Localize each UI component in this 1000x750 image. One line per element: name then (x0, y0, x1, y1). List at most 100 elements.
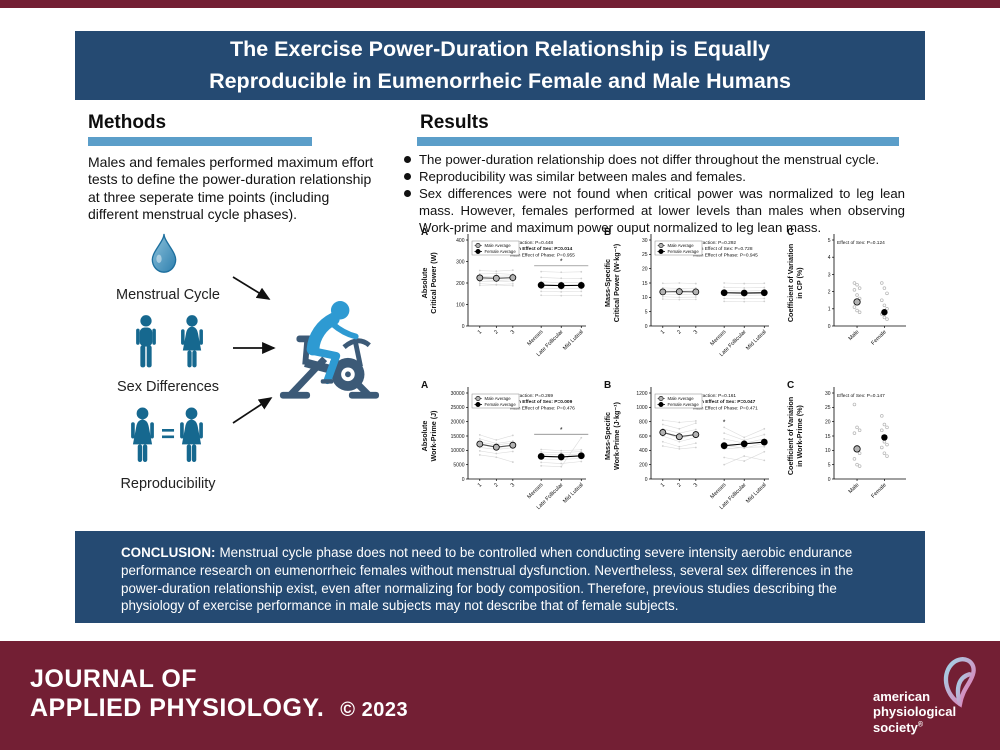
svg-text:Effect of Sex: P=0.147: Effect of Sex: P=0.147 (837, 393, 885, 399)
svg-text:0: 0 (828, 324, 831, 330)
results-bullet-3: Sex differences were not found when crit… (403, 186, 905, 237)
conclusion-label: CONCLUSION: (121, 545, 216, 560)
arrow-icons (232, 276, 276, 424)
svg-text:Female Average: Female Average (668, 402, 700, 407)
bullet-icon (404, 172, 411, 180)
exercise-bike-rider-icon (279, 301, 380, 399)
svg-text:Male Average: Male Average (668, 396, 695, 401)
svg-text:Coefficient of Variation: Coefficient of Variation (786, 244, 795, 322)
chart-cv-critical-power: C Coefficient of Variation in CP (%) 0 1 2 3 4 5… (784, 224, 930, 377)
menstrual-cycle-label: Menstrual Cycle (116, 287, 220, 303)
svg-text:in CP (%): in CP (%) (795, 267, 804, 299)
svg-text:Absolute: Absolute (420, 268, 429, 299)
journal-line-2: APPLIED PHYSIOLOGY. © 2023 (30, 694, 409, 722)
svg-text:30000: 30000 (451, 391, 465, 397)
svg-text:Absolute: Absolute (420, 421, 429, 452)
title-line-2: Reproducible in Eumenorrheic Female and … (209, 68, 791, 93)
svg-text:5: 5 (828, 463, 831, 469)
svg-text:3: 3 (693, 329, 699, 335)
svg-text:Critical Power (W): Critical Power (W) (429, 252, 438, 314)
svg-text:Critical Power (W·kg⁻¹): Critical Power (W·kg⁻¹) (612, 243, 621, 322)
water-drop-icon (151, 233, 177, 273)
svg-text:400: 400 (639, 448, 648, 454)
svg-text:2: 2 (493, 482, 499, 488)
svg-text:Mid Luteal: Mid Luteal (745, 482, 767, 504)
svg-text:Male Average: Male Average (485, 396, 512, 401)
svg-text:Menses: Menses (526, 482, 544, 500)
svg-text:Female: Female (870, 482, 887, 499)
svg-text:1: 1 (477, 329, 483, 335)
aps-ribbon-icon (943, 657, 976, 708)
results-bullet-1: The power-duration relationship does not… (403, 152, 905, 169)
methods-paragraph: Males and females performed maximum effo… (88, 154, 374, 223)
svg-text:Main Effect of Sex: P=0.014: Main Effect of Sex: P=0.014 (510, 246, 573, 252)
top-border-strip (0, 0, 1000, 8)
footer-band: JOURNAL OF APPLIED PHYSIOLOGY. © 2023 ame… (0, 641, 1000, 750)
conclusion-text: Menstrual cycle phase does not need to b… (121, 545, 854, 614)
svg-text:Male Average: Male Average (485, 243, 512, 248)
svg-text:10: 10 (642, 295, 648, 301)
svg-text:2: 2 (676, 482, 682, 488)
chart-cv-work-prime: C Coefficient of Variation in Work-Prime (… (784, 377, 930, 530)
svg-text:600: 600 (639, 434, 648, 440)
bullet-icon (404, 156, 411, 163)
svg-text:15: 15 (642, 281, 648, 287)
svg-text:Work-Prime (J): Work-Prime (J) (429, 410, 438, 462)
svg-text:Main Effect of Sex: P=0.047: Main Effect of Sex: P=0.047 (693, 399, 756, 405)
female-figure-icon (180, 407, 203, 462)
svg-text:Main Effect of Phase: P=0.476: Main Effect of Phase: P=0.476 (510, 405, 575, 411)
svg-text:Female Average: Female Average (485, 249, 517, 254)
svg-text:25000: 25000 (451, 405, 465, 411)
female-figure-icon (181, 315, 203, 368)
results-charts-grid: A Absolute Critical Power (W) 0 100 200 300 400… (418, 224, 930, 530)
svg-text:*: * (723, 420, 726, 427)
svg-text:B: B (604, 227, 611, 238)
svg-text:25: 25 (642, 252, 648, 258)
svg-text:1: 1 (660, 329, 666, 335)
svg-text:Interaction: P=0.161: Interaction: P=0.161 (693, 393, 736, 399)
svg-text:0: 0 (828, 477, 831, 483)
svg-text:Female Average: Female Average (485, 402, 517, 407)
svg-text:5: 5 (645, 310, 648, 316)
svg-text:0: 0 (462, 324, 465, 330)
svg-text:Menses: Menses (526, 329, 544, 347)
svg-text:0: 0 (645, 324, 648, 330)
svg-text:30: 30 (825, 391, 831, 397)
copyright: © 2023 (340, 699, 409, 721)
methods-heading-bar (88, 137, 312, 146)
svg-text:Main Effect of Phase: P=0.955: Main Effect of Phase: P=0.955 (510, 252, 575, 258)
svg-text:Main Effect of Sex: P=0.728: Main Effect of Sex: P=0.728 (693, 246, 753, 252)
svg-text:Menses: Menses (709, 482, 727, 500)
svg-text:0: 0 (645, 477, 648, 483)
svg-text:Mid Luteal: Mid Luteal (562, 329, 584, 351)
svg-text:*: * (560, 427, 563, 434)
equals-sign: = (161, 421, 176, 448)
title-line-1: The Exercise Power-Duration Relationship… (229, 37, 771, 62)
svg-text:400: 400 (456, 238, 465, 244)
chart-mass-specific-work-prime: B Mass-Specific Work-Prime (J·kg⁻¹) 0 200 400… (601, 377, 784, 530)
svg-text:2: 2 (676, 329, 682, 335)
svg-text:25: 25 (825, 405, 831, 411)
svg-text:30: 30 (642, 238, 648, 244)
svg-text:Coefficient of Variation: Coefficient of Variation (786, 397, 795, 475)
aps-text: american physiological society® (873, 689, 957, 735)
svg-text:100: 100 (456, 302, 465, 308)
svg-text:Male: Male (848, 482, 861, 495)
svg-text:A: A (421, 380, 428, 391)
svg-text:0: 0 (462, 477, 465, 483)
svg-text:Effect of Sex: P=0.124: Effect of Sex: P=0.124 (837, 240, 885, 246)
registered-mark: ® (917, 721, 923, 729)
svg-text:3: 3 (828, 272, 831, 278)
results-heading-bar (417, 137, 899, 146)
results-bullet-2: Reproducibility was similar between male… (403, 169, 905, 186)
svg-text:200: 200 (456, 281, 465, 287)
svg-text:5: 5 (828, 238, 831, 244)
svg-text:Main Effect of Phase: P=0.945: Main Effect of Phase: P=0.945 (693, 252, 758, 258)
svg-text:A: A (421, 227, 428, 238)
chart-absolute-critical-power: A Absolute Critical Power (W) 0 100 200 300 400… (418, 224, 601, 377)
arrow-icon (232, 397, 273, 424)
bullet-icon (404, 189, 411, 197)
svg-text:3: 3 (510, 482, 516, 488)
svg-text:Main Effect of Phase: P=0.471: Main Effect of Phase: P=0.471 (693, 405, 758, 411)
